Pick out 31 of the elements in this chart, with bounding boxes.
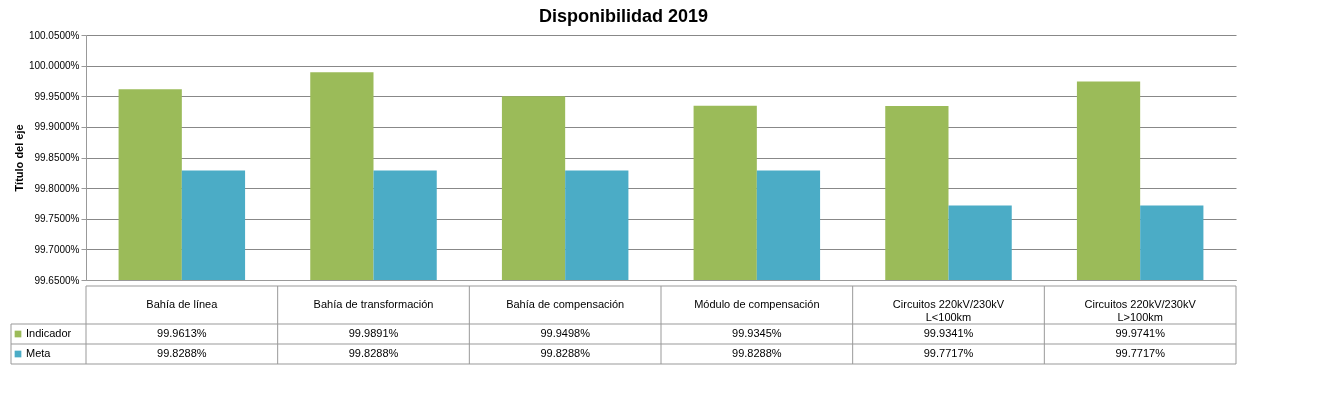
y-tick-label: 100.0000%	[28, 60, 80, 72]
data-label: 99.9741%	[1115, 327, 1166, 339]
y-tick-label: 99.8000%	[34, 182, 80, 194]
x-tick-label: Módulo de compensación	[694, 298, 820, 310]
y-tick-label: 99.7500%	[34, 213, 80, 225]
data-label: 99.9341%	[923, 327, 974, 339]
legend-label: Indicador	[26, 327, 72, 339]
data-label: 99.9345%	[732, 327, 782, 339]
data-label: 99.8288%	[732, 347, 782, 359]
data-label: 99.8288%	[157, 347, 207, 359]
x-tick-label: Bahía de compensación	[506, 298, 625, 310]
y-tick-label: 99.9500%	[34, 90, 80, 102]
data-label: 99.9498%	[540, 327, 591, 339]
data-label: 99.9613%	[157, 327, 207, 339]
x-tick-label: Circuitos 220kV/230kV L>100km	[1084, 298, 1197, 323]
x-tick-label: Bahía de línea	[146, 298, 219, 310]
legend-label: Meta	[26, 347, 52, 359]
y-tick-label: 99.8500%	[34, 152, 80, 163]
y-axis-title: Título del eje	[12, 124, 25, 192]
data-label: 99.9891%	[348, 327, 399, 339]
x-tick-label: Bahía de transformación	[313, 298, 434, 310]
data-label: 99.8288%	[540, 347, 591, 359]
data-label: 99.7717%	[923, 347, 974, 359]
y-tick-label: 100.0500%	[28, 29, 80, 41]
data-label: 99.7717%	[1115, 347, 1166, 359]
y-tick-label: 99.7000%	[34, 243, 80, 255]
y-tick-label: 99.9000%	[34, 121, 80, 133]
y-tick-label: 99.6500%	[34, 274, 80, 286]
chart-title: Disponibilidad 2019	[538, 6, 709, 26]
x-tick-label: Circuitos 220kV/230kV L<100km	[892, 298, 1005, 323]
data-label: 99.8288%	[348, 347, 399, 359]
